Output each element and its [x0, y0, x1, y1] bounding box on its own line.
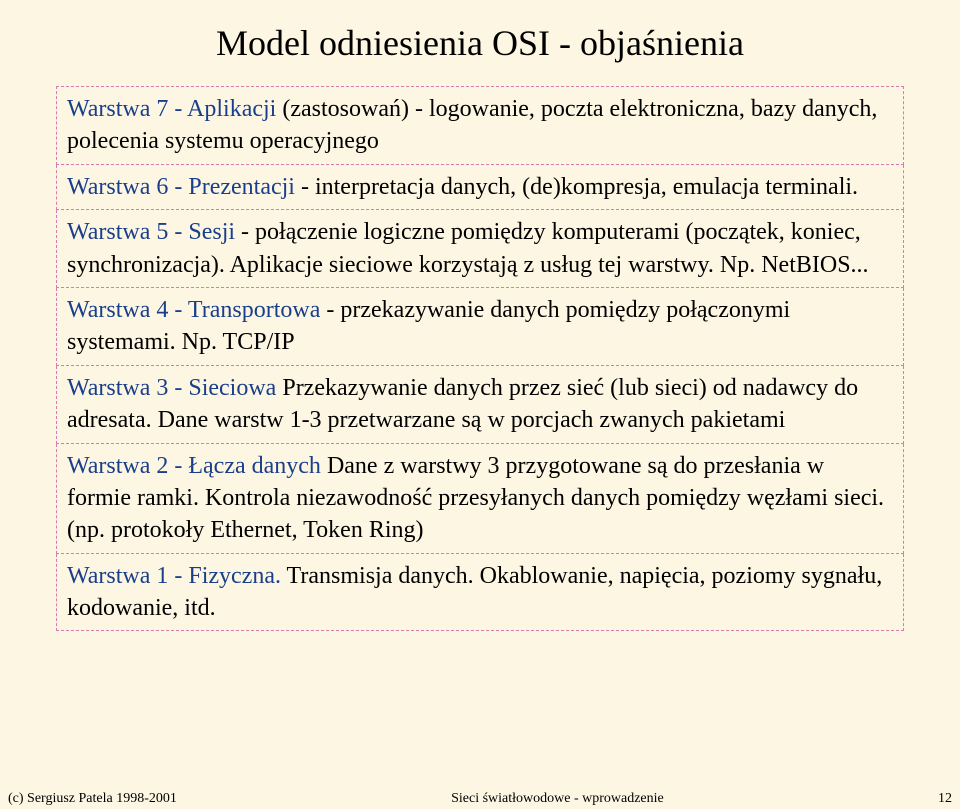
- footer-center: Sieci światłowodowe - wprowadzenie: [451, 791, 664, 807]
- layer-term: Warstwa 5 - Sesji: [67, 219, 235, 245]
- table-row: Warstwa 5 - Sesji - połączenie logiczne …: [57, 210, 904, 288]
- layer-term: Warstwa 4 - Transportowa: [67, 297, 320, 323]
- page-title: Model odniesienia OSI - objaśnienia: [56, 22, 904, 64]
- table-row: Warstwa 1 - Fizyczna. Transmisja danych.…: [57, 553, 904, 631]
- layer-term: Warstwa 7 - Aplikacji: [67, 96, 276, 122]
- footer-left: (c) Sergiusz Patela 1998-2001: [8, 791, 177, 807]
- layer-term: Warstwa 1 - Fizyczna.: [67, 563, 281, 589]
- footer: (c) Sergiusz Patela 1998-2001 Sieci świa…: [0, 791, 960, 807]
- layer-term: Warstwa 3 - Sieciowa: [67, 375, 276, 401]
- layer-term: Warstwa 2 - Łącza danych: [67, 453, 321, 479]
- footer-right: 12: [938, 791, 952, 807]
- osi-table: Warstwa 7 - Aplikacji (zastosowań) - log…: [56, 86, 904, 631]
- table-row: Warstwa 4 - Transportowa - przekazywanie…: [57, 287, 904, 365]
- table-row: Warstwa 7 - Aplikacji (zastosowań) - log…: [57, 87, 904, 165]
- table-row: Warstwa 2 - Łącza danych Dane z warstwy …: [57, 443, 904, 553]
- table-row: Warstwa 3 - Sieciowa Przekazywanie danyc…: [57, 365, 904, 443]
- page: Model odniesienia OSI - objaśnienia Wars…: [0, 0, 960, 809]
- layer-term: Warstwa 6 - Prezentacji: [67, 174, 295, 200]
- layer-desc: - interpretacja danych, (de)kompresja, e…: [295, 174, 858, 200]
- table-row: Warstwa 6 - Prezentacji - interpretacja …: [57, 164, 904, 209]
